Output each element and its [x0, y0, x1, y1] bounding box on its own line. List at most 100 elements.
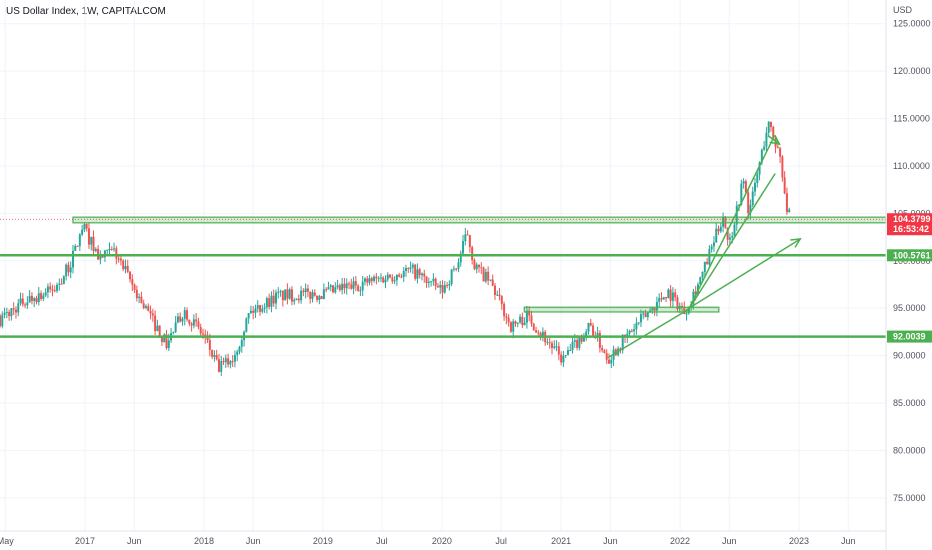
candle-body — [370, 278, 373, 281]
candle-body — [480, 267, 483, 269]
candle-body — [154, 315, 157, 332]
candle-body — [427, 281, 430, 284]
candle-body — [51, 289, 54, 291]
candle — [359, 286, 362, 297]
candle-body — [662, 297, 665, 300]
candle — [503, 301, 506, 321]
candle-body — [17, 303, 20, 313]
candle-body — [717, 228, 720, 232]
candle — [633, 323, 636, 336]
candle-body — [484, 271, 487, 282]
candle — [35, 295, 38, 305]
candle — [587, 322, 590, 335]
candle — [521, 312, 524, 329]
candle — [263, 303, 266, 313]
candle-body — [738, 204, 741, 206]
candle-body — [3, 312, 6, 315]
candle-body — [548, 342, 551, 344]
candle — [163, 333, 166, 343]
candle-body — [236, 351, 239, 356]
candle — [74, 244, 77, 251]
candle-body — [765, 132, 768, 147]
candle-body — [361, 281, 364, 291]
candle — [560, 351, 563, 366]
candle — [81, 225, 84, 237]
candle — [306, 284, 309, 298]
candle-body — [71, 250, 74, 268]
candle-body — [8, 311, 11, 317]
candle-body — [245, 318, 248, 332]
candle — [233, 350, 236, 368]
candle-body — [56, 284, 59, 291]
x-tick-label: 2021 — [551, 536, 571, 546]
candle — [473, 258, 476, 271]
candle — [343, 278, 346, 294]
candle — [227, 353, 230, 368]
candle — [224, 354, 227, 368]
candle-body — [249, 310, 252, 314]
candle-body — [113, 248, 116, 250]
candle-body — [332, 285, 335, 293]
arrow-head — [790, 238, 802, 248]
candle-body — [592, 325, 595, 336]
candle — [603, 349, 606, 354]
candle — [247, 312, 250, 324]
candle — [528, 306, 531, 322]
candle — [274, 289, 277, 310]
candle-body — [163, 334, 166, 342]
candle-body — [493, 285, 496, 295]
candle-body — [69, 267, 72, 273]
candle-body — [389, 274, 392, 278]
candle — [589, 318, 592, 327]
candle-body — [188, 319, 191, 324]
candle-body — [420, 273, 423, 276]
candle-body — [582, 335, 585, 342]
candle — [288, 287, 291, 300]
candle — [197, 317, 200, 330]
candle — [12, 302, 15, 315]
candle-body — [423, 273, 426, 277]
candle-body — [46, 286, 49, 293]
candle-body — [537, 332, 540, 334]
candle-body — [58, 283, 61, 285]
candle-body — [621, 335, 624, 351]
zone-rectangle — [72, 216, 887, 224]
candle — [138, 293, 141, 304]
candle — [514, 320, 517, 327]
candle — [5, 307, 8, 319]
candle-body — [338, 285, 341, 290]
candle-body — [434, 278, 437, 286]
candle — [108, 242, 111, 257]
candle-body — [671, 292, 674, 301]
candle — [327, 281, 330, 290]
candle — [569, 343, 572, 352]
candle-body — [719, 226, 722, 232]
x-tick-label: 2019 — [313, 536, 333, 546]
candle — [85, 223, 88, 232]
candle — [272, 289, 275, 307]
candle — [131, 274, 134, 291]
candle-body — [733, 224, 736, 236]
candle — [480, 262, 483, 275]
candle — [366, 276, 369, 287]
candle — [715, 222, 718, 243]
candle-body — [81, 229, 84, 235]
candle-body — [306, 288, 309, 292]
candle-body — [637, 322, 640, 324]
candle-body — [382, 277, 385, 283]
candle-body — [195, 319, 198, 322]
candle-body — [26, 302, 29, 306]
candle-body — [776, 146, 779, 149]
candle — [496, 290, 499, 297]
drawing-annotations[interactable] — [0, 134, 887, 359]
candle-body — [478, 264, 481, 268]
candle-body — [217, 359, 220, 372]
candle-body — [60, 283, 63, 285]
candle-body — [653, 307, 656, 311]
candle — [706, 257, 709, 265]
candle-body — [530, 315, 533, 324]
candle — [51, 284, 54, 297]
candle — [464, 227, 467, 246]
candle — [605, 349, 608, 365]
